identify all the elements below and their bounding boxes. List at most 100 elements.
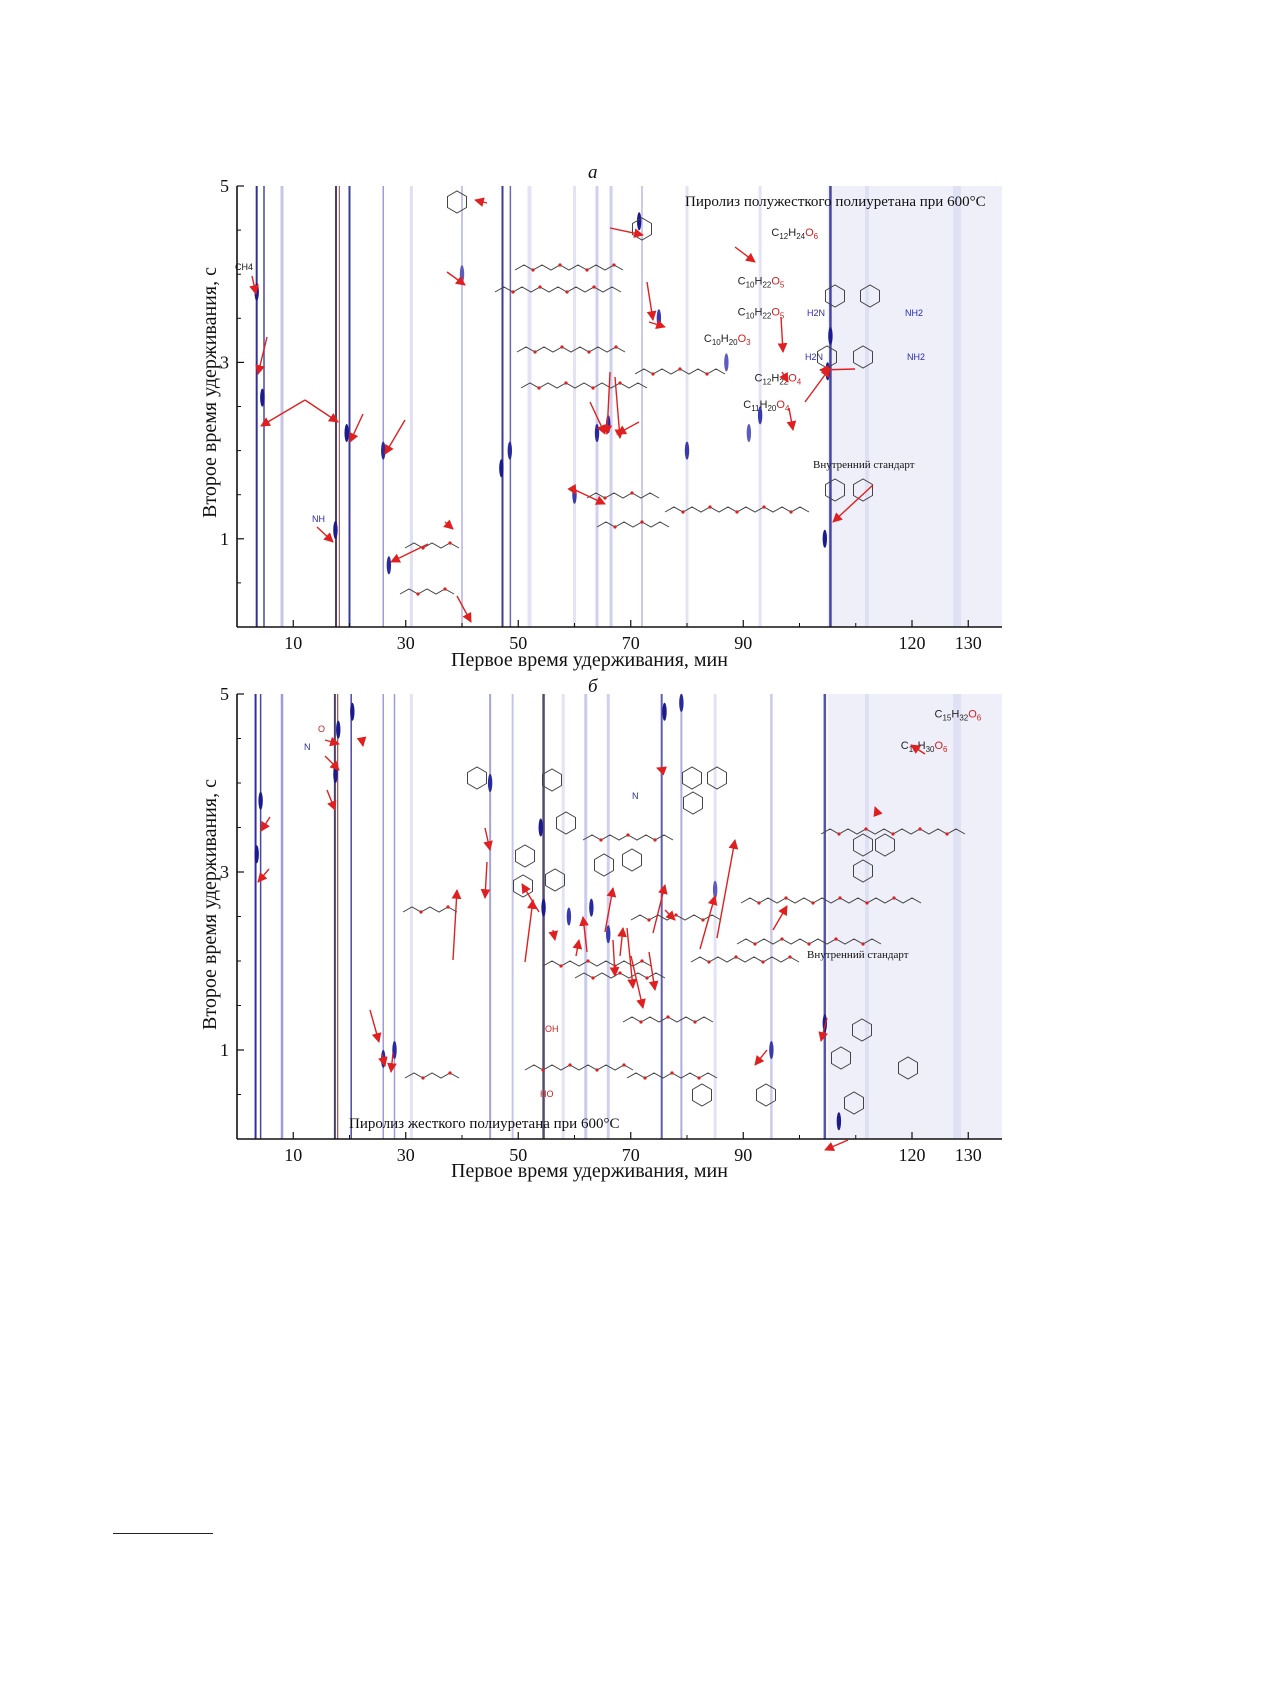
annotation-arrow-14	[548, 929, 559, 941]
structure-oxygen	[837, 832, 841, 836]
structure-oxygen	[541, 1068, 545, 1072]
formula-part: 12	[762, 377, 771, 386]
structure-oxygen	[643, 1076, 647, 1080]
molecular-formula-1: C10H22O5	[738, 275, 785, 289]
peak-12	[636, 212, 642, 231]
structure-benzene-ring-8	[682, 766, 702, 790]
formula-part: O	[738, 333, 747, 345]
formula-part: H	[760, 399, 768, 411]
y-axis-label-b: Второе время удерживания, с	[199, 779, 221, 1030]
structure-oxygen	[564, 381, 568, 385]
internal-standard-label: Внутренний стандарт	[807, 949, 909, 961]
formula-part: H	[771, 372, 779, 384]
molecular-formula-0: C12H24O6	[771, 227, 818, 241]
structure-oxygen	[603, 496, 607, 500]
atom-label-4: H2N	[805, 352, 823, 362]
peak-8	[538, 818, 543, 837]
annotation-arrow-6	[316, 526, 334, 543]
structure-oxygen	[612, 263, 616, 267]
structure-oxygen	[674, 913, 678, 917]
structure-chain-7	[740, 897, 922, 904]
annotation-arrow-14	[646, 281, 657, 321]
molecular-formula-3: C10H20O3	[704, 333, 751, 347]
formula-part: 5	[780, 311, 785, 320]
gcxgc-chromatogram-a: 10 30 50 70 90 120 130 1 3 5 Пиролиз полужесткого …	[220, 176, 1002, 653]
peak-6	[459, 265, 465, 284]
structure-oxygen	[705, 372, 709, 376]
annotation-arrow-30	[873, 806, 883, 817]
structure-oxygen	[651, 372, 655, 376]
structure-benzene-ring-11	[853, 833, 873, 857]
peak-3	[336, 720, 341, 739]
formula-part: 10	[746, 280, 755, 289]
annotation-arrow-13	[734, 246, 756, 263]
annotation-arrow-22	[652, 884, 668, 934]
structure-oxygen	[559, 964, 563, 968]
structure-oxygen	[761, 960, 765, 964]
annotation-arrow-32	[824, 1139, 849, 1151]
molecular-formula-5: C11H20O4	[743, 399, 790, 413]
structure-oxygen	[666, 1015, 670, 1019]
structure-benzene-ring-0	[447, 190, 467, 214]
annotation-arrow-1	[257, 868, 270, 883]
formula-part: 6	[814, 232, 819, 241]
x-tick-label-4: 90	[734, 633, 752, 653]
peak-18	[836, 1112, 842, 1131]
formula-part: O	[934, 740, 943, 752]
panel-letter-b: б	[588, 676, 598, 697]
annotation-arrow-28	[754, 1049, 768, 1066]
peak-5	[386, 556, 392, 575]
structure-oxygen	[678, 367, 682, 371]
structure-oxygen	[784, 896, 788, 900]
structure-chain-2	[516, 346, 626, 353]
structure-oxygen	[448, 1071, 452, 1075]
panel-title: Пиролиз жесткого полиуретана при 600°C	[349, 1116, 619, 1132]
structure-oxygen	[565, 290, 569, 294]
structure-benzene-ring-3	[860, 284, 880, 308]
annotation-arrow-25	[656, 766, 667, 776]
structure-benzene-ring-13	[853, 859, 873, 883]
formula-part: 4	[797, 377, 802, 386]
formula-part: C	[771, 227, 779, 239]
formula-part: 22	[762, 280, 771, 289]
structure-oxygen	[446, 905, 450, 909]
formula-part: H	[721, 333, 729, 345]
peak-4	[381, 441, 386, 460]
peak-15	[724, 353, 729, 372]
formula-part: 5	[780, 280, 785, 289]
annotation-arrow-9	[456, 595, 472, 623]
structure-oxygen	[618, 971, 622, 975]
structure-oxygen	[681, 510, 685, 514]
molecular-formula-0: C15H32O6	[935, 709, 982, 723]
annotation-arrow-0	[249, 275, 259, 295]
annotation-arrow-5	[356, 736, 367, 747]
structure-oxygen	[618, 381, 622, 385]
late-elution-haze	[827, 694, 1002, 1139]
panel-title: Пиролиз полужесткого полиуретана при 600…	[685, 194, 986, 210]
structure-chain-3	[520, 382, 648, 389]
x-tick-label-0: 10	[284, 1145, 302, 1165]
formula-part: 22	[762, 311, 771, 320]
formula-part: 4	[785, 404, 790, 413]
structure-oxygen	[599, 838, 603, 842]
atom-label-2: N	[632, 791, 639, 801]
formula-part: 20	[767, 404, 776, 413]
structure-oxygen	[640, 959, 644, 963]
structure-oxygen	[531, 268, 535, 272]
annotation-arrow-23	[779, 371, 789, 383]
peak-10	[566, 907, 572, 926]
structure-benzene-ring-18	[844, 1091, 864, 1115]
structure-benzene-ring-2	[825, 284, 845, 308]
annotation-arrow-26	[819, 364, 856, 375]
annotation-arrow-4	[326, 789, 337, 811]
annotation-arrow-20	[572, 488, 606, 505]
structure-oxygen	[753, 942, 757, 946]
formula-part: C	[738, 275, 746, 287]
structure-benzene-ring-12	[875, 833, 895, 857]
formula-part: H	[754, 306, 762, 318]
peak-12	[606, 925, 611, 944]
structure-oxygen	[757, 901, 761, 905]
atom-label-3: OH	[545, 1024, 559, 1034]
annotation-arrow-6	[369, 1009, 382, 1043]
peak-10	[594, 423, 600, 442]
